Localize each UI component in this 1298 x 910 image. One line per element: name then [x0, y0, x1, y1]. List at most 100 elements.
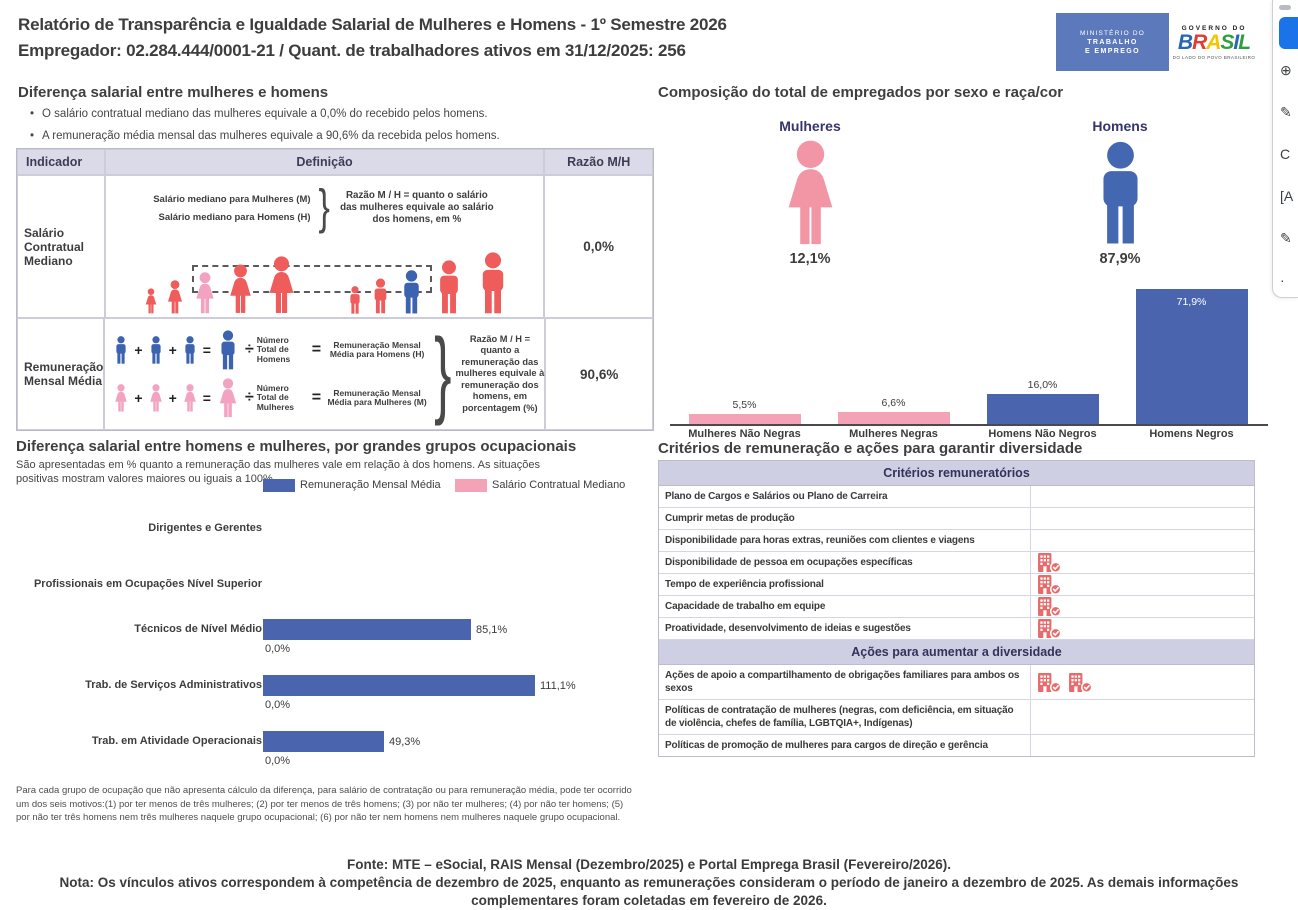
company-check-icon — [1038, 552, 1062, 573]
salary-gap-table: Indicador Definição Razão M/H Salário Co… — [16, 148, 654, 431]
criteria-heading: Critérios de remuneração e ações para ga… — [658, 440, 1083, 457]
toolbar-primary-button[interactable] — [1279, 17, 1298, 49]
definition-cell: Salário mediano para Mulheres (M) Salári… — [104, 175, 545, 318]
male-figure-icon — [146, 336, 166, 364]
man-figure-icon — [471, 252, 515, 314]
occupation-bar-zone: 49,3% 0,0% — [262, 724, 646, 780]
plus-operator: + — [168, 342, 177, 358]
woman-figure-icon — [142, 288, 160, 314]
bullet-dot: • — [30, 108, 35, 120]
bar-value-label: 0,0% — [265, 643, 291, 655]
table-row: Remuneração Mensal Média + + = ÷ Número Tota… — [17, 318, 653, 430]
occupation-category-label: Trab. de Serviços Administrativos — [85, 679, 262, 691]
equals-operator: = — [202, 342, 211, 358]
bar — [263, 675, 535, 696]
criteria-label: Proatividade, desenvolvimento de ideias … — [659, 618, 1031, 639]
criteria-icons-cell — [1031, 530, 1254, 551]
male-figure-icon — [180, 336, 200, 364]
criteria-label: Tempo de experiência profissional — [659, 574, 1031, 595]
man-figure-icon — [368, 278, 393, 314]
bar-value-label: 85,1% — [476, 623, 508, 636]
women-percentage: 12,1% — [789, 251, 831, 267]
bar-value-label: 6,6% — [881, 397, 906, 409]
occupational-footnote: Para cada grupo de ocupação que não apre… — [16, 785, 632, 823]
mte-logo-line3: E EMPREGO — [1085, 47, 1140, 55]
gov-brand-letter: S — [1220, 30, 1234, 54]
occupation-category-label: Profissionais em Ocupações Nível Superio… — [33, 577, 262, 590]
col-header-definicao: Definição — [104, 149, 545, 175]
bullet-dot: • — [30, 130, 35, 142]
page-title: Relatório de Transparência e Igualdade S… — [18, 15, 727, 34]
footer-fonte: Fonte: MTE – eSocial, RAIS Mensal (Dezem… — [347, 857, 951, 872]
men-group-label: Homens — [1092, 118, 1148, 134]
annotation-toolbar: ⊕ ✎ C [A ✎ · — [1272, 0, 1298, 298]
male-mean-formula: + + = ÷ Número Total de Homens = Remuneração M… — [111, 330, 430, 370]
refresh-icon[interactable]: C — [1280, 146, 1291, 162]
criteria-icons-cell — [1031, 700, 1254, 734]
median-def-men: Salário mediano para Homens (H) — [158, 211, 311, 223]
occupation-bar-zone — [262, 556, 646, 612]
bar-category-label: Mulheres Negras — [849, 428, 938, 440]
median-highlight-box — [191, 265, 432, 293]
pen-icon[interactable]: ✎ — [1280, 230, 1292, 246]
company-check-icon — [1038, 618, 1062, 639]
table-row: Salário Contratual Mediano Salário media… — [17, 175, 653, 318]
bar — [263, 731, 384, 752]
result-text: Remuneração Mensal Média para Homens (H) — [329, 339, 425, 359]
bar-category-label: Homens Não Negros — [988, 428, 1097, 440]
legend-label-pink: Salário Contratual Mediano — [492, 479, 626, 491]
occupation-bar-zone: 85,1% 0,0% — [262, 612, 646, 668]
criteria-table: Critérios remuneratórios Plano de Cargos … — [658, 460, 1255, 757]
salary-gap-heading: Diferença salarial entre mulheres e home… — [18, 84, 329, 101]
mte-logo-line2: TRABALHO — [1087, 38, 1138, 46]
occupational-subtitle: São apresentadas em % quanto a remuneraç… — [16, 459, 541, 485]
draw-icon[interactable]: ✎ — [1280, 104, 1292, 120]
text-select-icon[interactable]: [A — [1280, 188, 1294, 204]
company-check-icon — [1038, 574, 1062, 595]
criteria-label: Cumprir metas de produção — [659, 508, 1031, 529]
footer-nota: Nota: Os vínculos ativos correspondem à … — [59, 875, 1239, 908]
criteria-row: Cumprir metas de produção — [659, 508, 1254, 530]
woman-figure-icon — [190, 272, 220, 314]
criteria-row: Proatividade, desenvolvimento de ideias … — [659, 618, 1254, 640]
criteria-icons-cell — [1031, 508, 1254, 529]
salary-gap-bullets: • O salário contratual mediano das mulher… — [30, 103, 650, 147]
men-figures-group — [345, 252, 515, 314]
report-footer: Fonte: MTE – eSocial, RAIS Mensal (Dezem… — [24, 856, 1274, 910]
mean-formula-illustration: + + = ÷ Número Total de Homens = Remuneração M… — [111, 330, 430, 418]
equals-operator: = — [202, 390, 211, 406]
composition-bar-column: 16,0% — [968, 379, 1117, 424]
composition-bar-column: 6,6% — [819, 397, 968, 424]
woman-figure-icon — [773, 140, 848, 246]
criteria-icons-cell — [1031, 486, 1254, 507]
bullet-text: A remuneração média mensal das mulheres … — [42, 130, 500, 142]
result-text: Remuneração Mensal Média para Mulheres (… — [327, 387, 427, 407]
composition-bar-column: 71,9% — [1117, 289, 1266, 424]
female-figure-icon — [111, 384, 131, 412]
mte-logo: MINISTÉRIO DO TRABALHO E EMPREGO — [1056, 13, 1169, 71]
history-icon[interactable]: ⊕ — [1280, 62, 1292, 78]
equals-operator: = — [311, 341, 322, 358]
woman-figure-icon — [163, 280, 187, 314]
bar-category-label: Mulheres Não Negras — [688, 428, 801, 440]
divisor-text: Número Total de Mulheres — [256, 382, 295, 412]
bar-value-label: 111,1% — [540, 679, 576, 692]
women-group-label: Mulheres — [779, 118, 841, 134]
female-mean-formula: + + = ÷ Número Total de Mulheres = Remuneração… — [111, 378, 430, 418]
median-definition-lines: Salário mediano para Mulheres (M) Salári… — [153, 187, 310, 230]
bar-value-label: 49,3% — [389, 735, 421, 748]
more-icon[interactable]: · — [1280, 272, 1285, 288]
criteria-row: Disponibilidade de pessoa em ocupações e… — [659, 552, 1254, 574]
company-check-icon — [1069, 672, 1093, 693]
toolbar-handle[interactable] — [1279, 5, 1291, 10]
occupational-row: Dirigentes e Gerentes — [16, 500, 646, 556]
col-header-razao: Razão M/H — [544, 149, 653, 175]
male-figure-icon — [214, 330, 242, 370]
women-figures-group — [142, 256, 302, 314]
criteria-section-header: Ações para aumentar a diversidade — [659, 640, 1254, 665]
bullet-item: • O salário contratual mediano das mulher… — [30, 103, 650, 125]
men-percentage: 87,9% — [1099, 251, 1141, 267]
criteria-section-header: Critérios remuneratórios — [659, 461, 1254, 486]
bar-line: 49,3% — [263, 731, 646, 752]
bar-value-label: 0,0% — [265, 755, 291, 767]
